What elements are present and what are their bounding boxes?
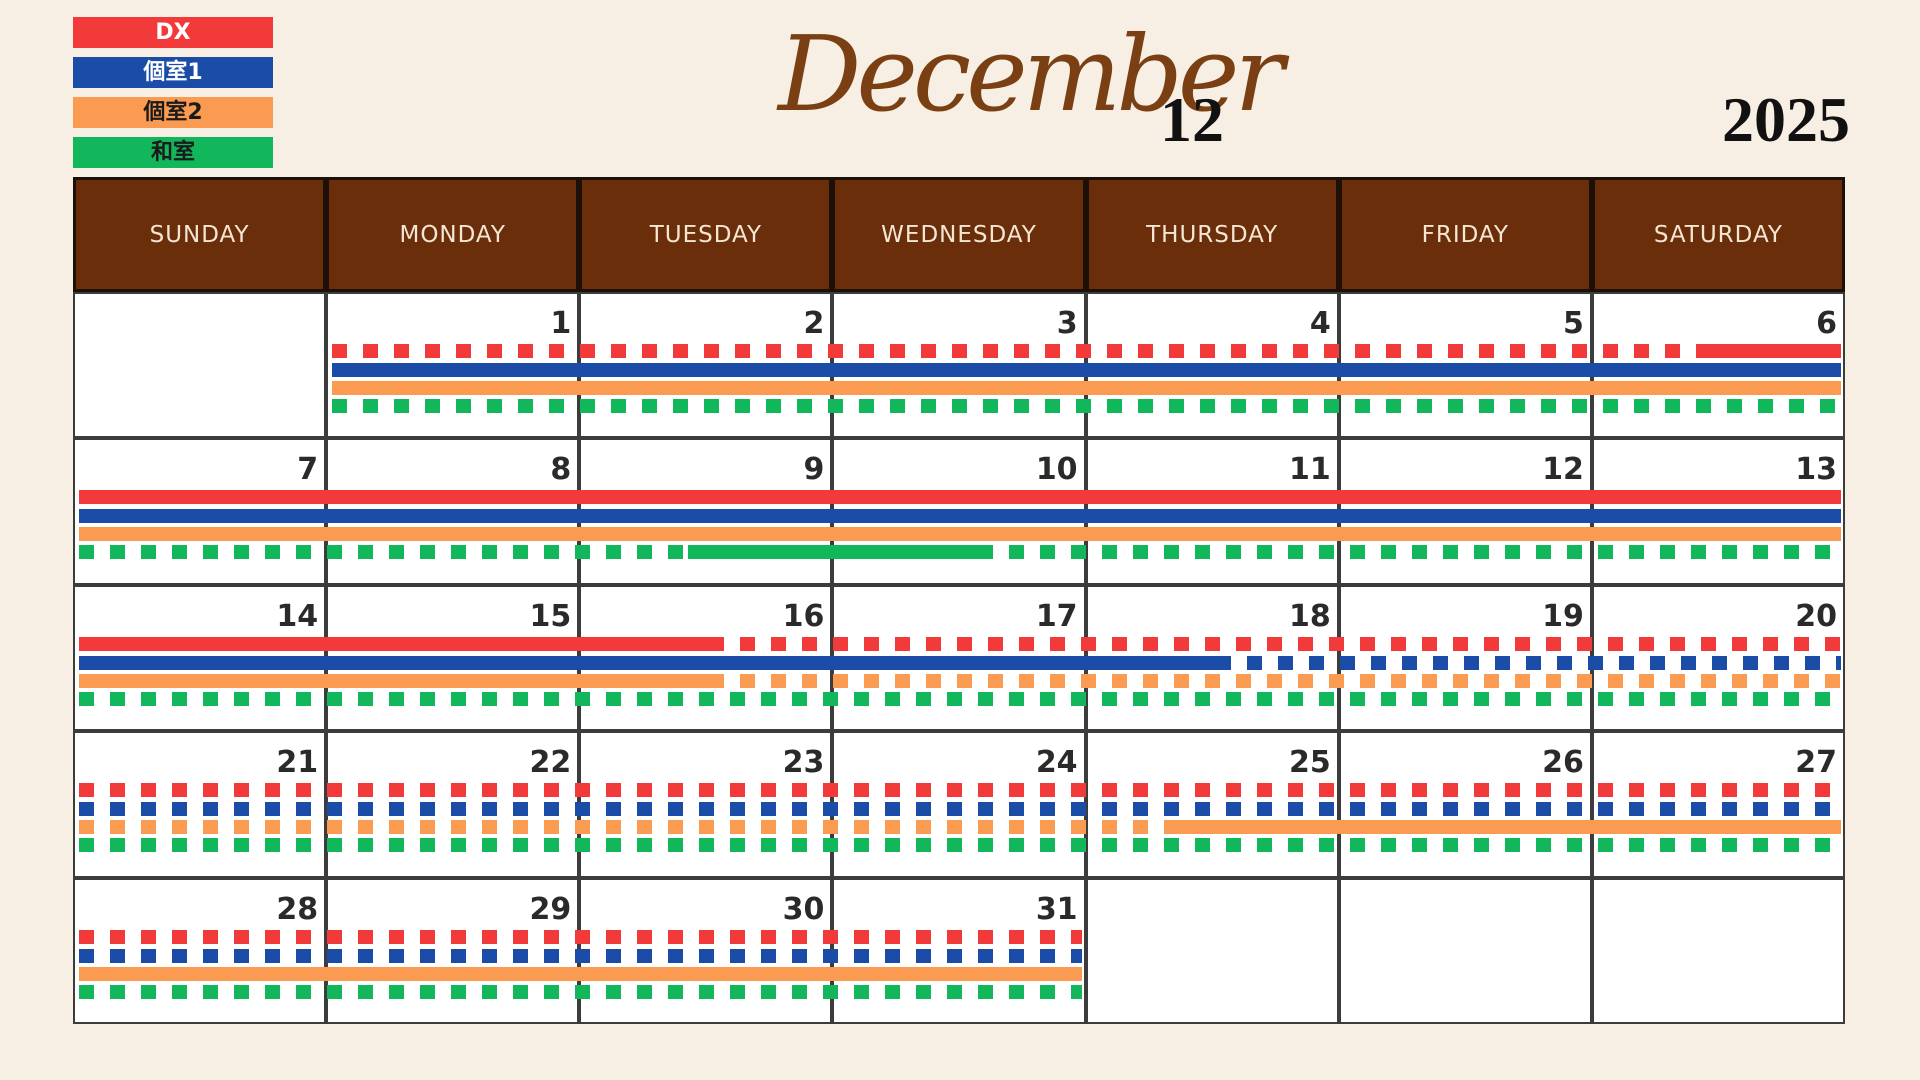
- weekday-header-tuesday: TUESDAY: [579, 177, 833, 292]
- booking-bar-3-solid: [1169, 820, 1841, 835]
- legend-dx: DX: [73, 17, 273, 48]
- weekday-header-saturday: SATURDAY: [1591, 177, 1845, 292]
- day-number: 2: [803, 306, 825, 341]
- day-number: 12: [1542, 452, 1584, 488]
- day-number: 29: [529, 891, 572, 927]
- day-number: 20: [1795, 598, 1837, 634]
- weekday-header-sunday: SUNDAY: [73, 177, 327, 292]
- day-number: 6: [1816, 306, 1837, 341]
- day-number: 11: [1288, 452, 1331, 488]
- day-number: 26: [1542, 745, 1584, 781]
- empty-day-cell: [1338, 877, 1592, 1024]
- day-number: 1: [550, 306, 572, 341]
- legend-japanese-room: 和室: [73, 137, 273, 168]
- booking-bar-2-dotted: [1091, 655, 1841, 670]
- year-title: 2025: [1722, 84, 1850, 155]
- empty-day-cell: [73, 292, 327, 439]
- empty-day-cell: [1591, 877, 1845, 1024]
- booking-bar-4-dotted: [332, 399, 1841, 413]
- booking-bar-4-dotted: [79, 838, 1841, 853]
- booking-bar-4-dotted: [79, 984, 1082, 999]
- empty-day-cell: [1085, 877, 1339, 1024]
- day-number: 5: [1562, 306, 1584, 341]
- day-number: 13: [1795, 452, 1837, 488]
- day-number: 18: [1288, 598, 1331, 634]
- day-number: 23: [782, 745, 825, 781]
- day-number: 7: [297, 452, 319, 488]
- booking-bar-3-solid: [79, 527, 1841, 542]
- booking-bar-2-solid: [332, 363, 1841, 377]
- booking-bar-1-dotted: [79, 783, 1841, 798]
- day-number: 4: [1309, 306, 1331, 341]
- day-number: 15: [529, 598, 572, 634]
- booking-bar-3-dotted: [585, 673, 1841, 688]
- booking-bar-4-solid: [688, 545, 992, 560]
- booking-bar-3-solid: [332, 381, 1841, 395]
- month-title: December: [778, 13, 1284, 135]
- booking-bar-1-dotted: [332, 344, 1841, 358]
- day-number: 16: [782, 598, 825, 634]
- booking-bar-3-solid: [79, 966, 1082, 981]
- booking-bar-1-solid: [1698, 344, 1841, 358]
- day-number: 17: [1035, 598, 1078, 634]
- day-number: 31: [1035, 891, 1078, 927]
- day-number: 27: [1795, 745, 1837, 781]
- booking-bar-1-solid: [79, 490, 1841, 505]
- booking-bar-1-dotted: [79, 929, 1082, 944]
- day-number: 24: [1035, 745, 1078, 781]
- legend-private-room-2: 個室2: [73, 97, 273, 128]
- day-number: 28: [276, 891, 319, 927]
- booking-bar-2-solid: [79, 655, 1218, 670]
- day-number: 8: [550, 452, 572, 488]
- day-number: 14: [276, 598, 319, 634]
- booking-bar-3-solid: [79, 673, 711, 688]
- day-number: 19: [1542, 598, 1584, 634]
- weekday-header-thursday: THURSDAY: [1085, 177, 1339, 292]
- day-number: 3: [1056, 306, 1078, 341]
- booking-bar-2-solid: [79, 509, 1841, 524]
- legend-private-room-1: 個室1: [73, 57, 273, 88]
- day-number: 22: [529, 745, 572, 781]
- day-number: 10: [1035, 452, 1078, 488]
- weekday-header-wednesday: WEDNESDAY: [832, 177, 1086, 292]
- weekday-header-friday: FRIDAY: [1338, 177, 1592, 292]
- calendar-grid: SUNDAY MONDAY TUESDAY WEDNESDAY THURSDAY FRID…: [73, 177, 1845, 1024]
- booking-bar-3-dotted: [79, 820, 1335, 835]
- booking-bar-1-solid: [79, 636, 711, 651]
- booking-bar-2-dotted: [79, 948, 1082, 963]
- booking-bar-1-dotted: [585, 636, 1841, 651]
- booking-bar-4-dotted: [79, 691, 1841, 706]
- day-number: 21: [276, 745, 319, 781]
- weekday-header-monday: MONDAY: [326, 177, 580, 292]
- booking-bar-2-dotted: [79, 802, 1841, 817]
- day-number: 30: [782, 891, 825, 927]
- month-number: 12: [1160, 84, 1224, 155]
- day-number: 25: [1288, 745, 1331, 781]
- day-number: 9: [803, 452, 825, 488]
